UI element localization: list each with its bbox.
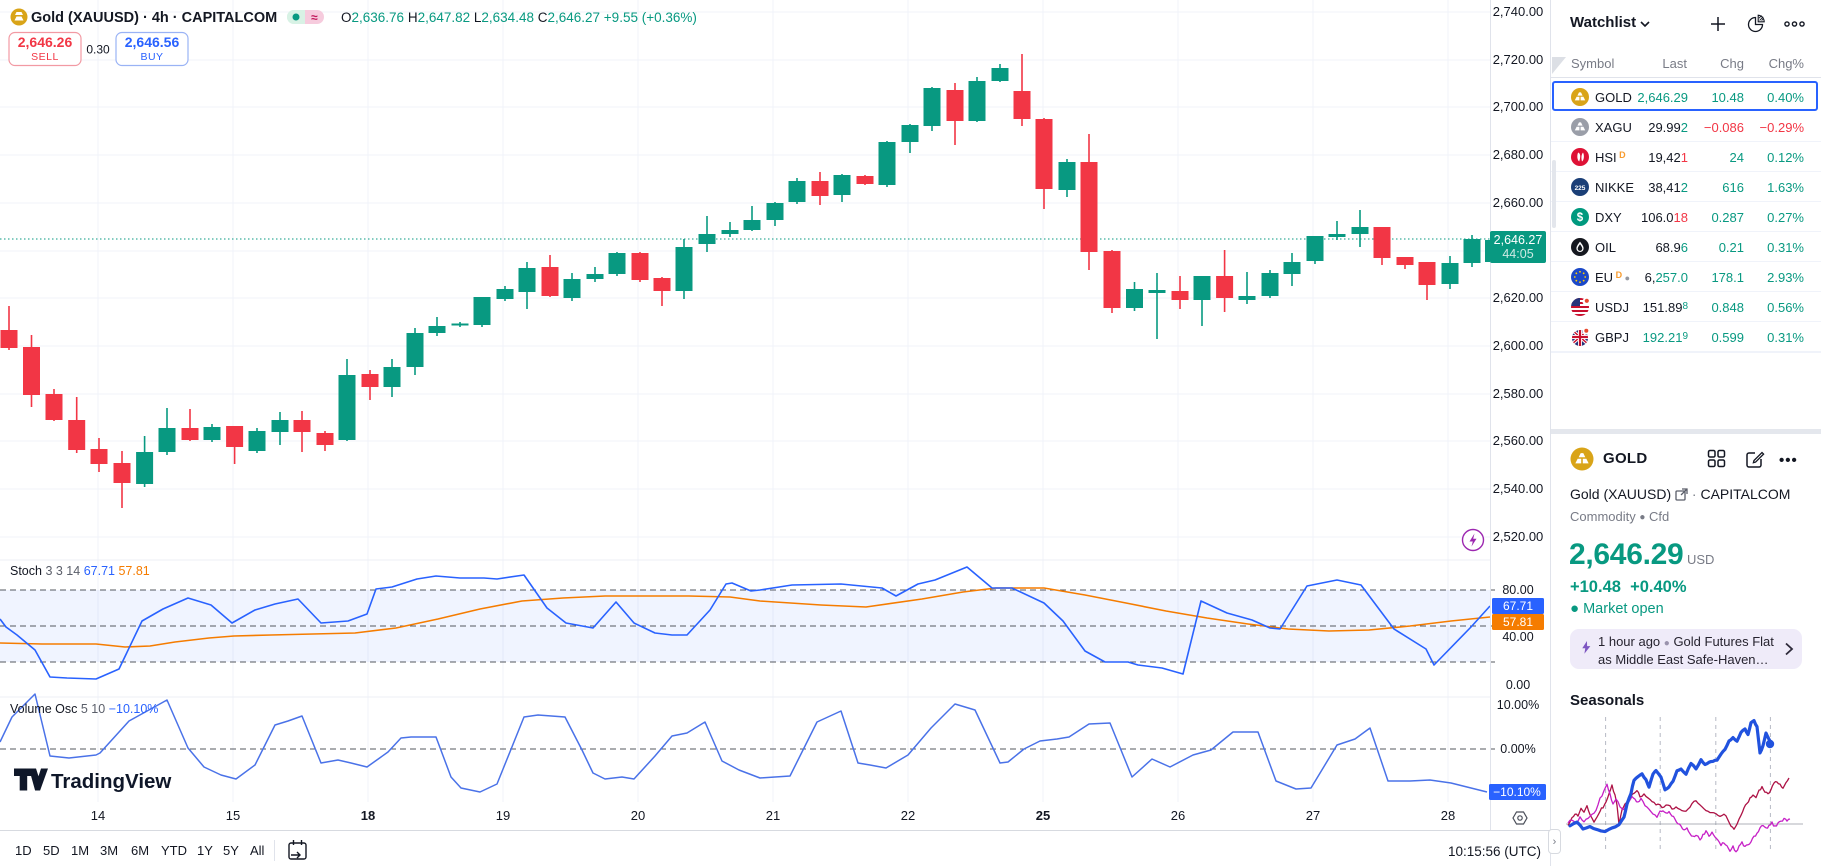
svg-text:22: 22 [901,808,915,823]
svg-text:SELL: SELL [31,51,59,63]
svg-text:2,600.00: 2,600.00 [1493,338,1544,353]
svg-text:2,660.00: 2,660.00 [1493,195,1544,210]
svg-text:2,720.00: 2,720.00 [1493,52,1544,67]
svg-text:80.00: 80.00 [1502,583,1533,597]
svg-text:All: All [250,843,265,858]
svg-text:2,620.00: 2,620.00 [1493,290,1544,305]
svg-text:TradingView: TradingView [51,770,171,793]
svg-text:67.71: 67.71 [1503,599,1533,613]
svg-text:44:05: 44:05 [1502,247,1533,261]
svg-text:BUY: BUY [140,51,163,63]
svg-text:10.00%: 10.00% [1497,698,1539,712]
svg-text:3M: 3M [100,843,118,858]
svg-text:2,700.00: 2,700.00 [1493,99,1544,114]
svg-text:2,646.56: 2,646.56 [125,34,180,50]
svg-text:2,646.26: 2,646.26 [18,34,73,50]
svg-text:2,646.27: 2,646.27 [1494,233,1543,247]
svg-text:O2,636.76 H2,647.82 L2,634.48: O2,636.76 H2,647.82 L2,634.48 C2,646.27 … [341,10,697,25]
svg-text:28: 28 [1441,808,1455,823]
svg-text:20: 20 [631,808,645,823]
svg-text:25: 25 [1036,808,1050,823]
svg-text:2,580.00: 2,580.00 [1493,386,1544,401]
svg-text:0.30: 0.30 [86,43,110,57]
svg-text:10:15:56 (UTC): 10:15:56 (UTC) [1448,844,1541,859]
svg-text:Volume Osc 5 10 −10.10%: Volume Osc 5 10 −10.10% [10,702,158,716]
svg-text:18: 18 [361,808,375,823]
svg-text:2,540.00: 2,540.00 [1493,481,1544,496]
svg-text:5Y: 5Y [223,843,239,858]
svg-text:57.81: 57.81 [1503,615,1533,629]
svg-text:1D: 1D [15,843,32,858]
svg-text:0.00: 0.00 [1506,678,1530,692]
svg-text:2,740.00: 2,740.00 [1493,4,1544,19]
svg-text:1M: 1M [71,843,89,858]
svg-text:Gold (XAUUSD) · 4h · CAPITALCO: Gold (XAUUSD) · 4h · CAPITALCOM [31,10,277,26]
svg-text:2,560.00: 2,560.00 [1493,433,1544,448]
svg-text:15: 15 [226,808,240,823]
svg-text:2,520.00: 2,520.00 [1493,529,1544,544]
svg-text:21: 21 [766,808,780,823]
svg-text:19: 19 [496,808,510,823]
svg-text:−10.10%: −10.10% [1493,785,1541,799]
svg-text:2,680.00: 2,680.00 [1493,147,1544,162]
svg-text:0.00%: 0.00% [1500,742,1535,756]
svg-text:5D: 5D [43,843,60,858]
svg-text:26: 26 [1171,808,1185,823]
svg-text:≈: ≈ [311,11,318,25]
svg-text:14: 14 [91,808,105,823]
svg-text:225: 225 [1575,185,1586,192]
svg-text:YTD: YTD [161,843,187,858]
svg-text:27: 27 [1306,808,1320,823]
svg-text:40.00: 40.00 [1502,630,1533,644]
svg-text:6M: 6M [131,843,149,858]
svg-text:Stoch 3 3 14 67.71 57.81: Stoch 3 3 14 67.71 57.81 [10,564,150,578]
svg-text:$: $ [1577,212,1584,224]
svg-text:1Y: 1Y [197,843,213,858]
